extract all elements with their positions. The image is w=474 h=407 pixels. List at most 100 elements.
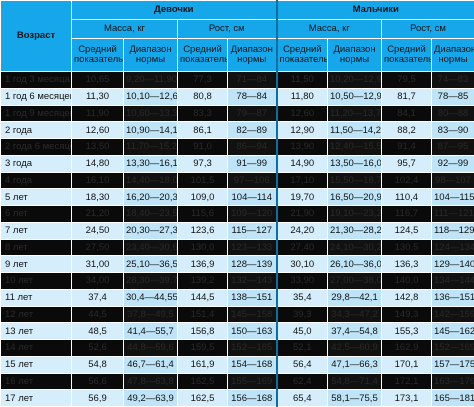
boys-height-avg-header: Средний показатель	[382, 39, 432, 72]
boys-mass-range-cell: 21,30—28,20	[328, 222, 382, 239]
boys-mass-avg-cell: 11,50	[277, 72, 328, 89]
boys-mass-avg-cell: 45,0	[277, 323, 328, 340]
boys-height-avg-cell: 110,4	[382, 189, 432, 206]
girls-mass-range-cell: 16,20—20,30	[124, 189, 178, 206]
boys-height-avg-cell: 172,1	[382, 373, 432, 390]
girls-mass-avg-cell: 27,50	[72, 239, 124, 256]
boys-mass-avg-cell: 13,90	[277, 139, 328, 156]
boys-height-avg-cell: 95,7	[382, 155, 432, 172]
age-column-header: Возраст	[1, 1, 72, 72]
boys-height-range-cell: 157—175	[432, 356, 474, 373]
girls-height-range-cell: 78—84	[228, 88, 277, 105]
girls-mass-avg-cell: 18,30	[72, 189, 124, 206]
boys-height-avg-cell: 136,3	[382, 256, 432, 273]
age-cell: 1 год 6 месяцев	[1, 88, 72, 105]
boys-height-avg-cell: 130,5	[382, 239, 432, 256]
girls-height-avg-cell: 144,5	[178, 289, 228, 306]
boys-height-avg-cell: 88,2	[382, 122, 432, 139]
girls-height-range-cell: 145—158	[228, 306, 277, 323]
boys-mass-range-cell: 24,10—30,20	[328, 239, 382, 256]
girls-mass-avg-cell: 21,20	[72, 206, 124, 223]
boys-mass-range-cell: 26,10—36,00	[328, 256, 382, 273]
boys-mass-avg-cell: 12,60	[277, 105, 328, 122]
boys-height-range-cell: 104—115	[432, 189, 474, 206]
girls-height-range-cell: 104—114	[228, 189, 277, 206]
girls-mass-range-cell: 9,20—11,90	[124, 72, 178, 89]
boys-mass-avg-cell: 24,20	[277, 222, 328, 239]
boys-mass-range-cell: 11,20—13,70	[328, 105, 382, 122]
boys-mass-avg-cell: 62,4	[277, 373, 328, 390]
boys-height-avg-cell: 81,7	[382, 88, 432, 105]
girls-height-range-cell: 91—99	[228, 155, 277, 172]
age-cell: 7 лет	[1, 222, 72, 239]
boys-mass-avg-cell: 14,90	[277, 155, 328, 172]
girls-mass-range-cell: 20,30—27,30	[124, 222, 178, 239]
girls-height-avg-cell: 97,3	[178, 155, 228, 172]
boys-height-avg-cell: 116,7	[382, 206, 432, 223]
boys-height-header: Рост, см	[382, 20, 474, 39]
boys-mass-range-cell: 16,50—20,90	[328, 189, 382, 206]
girls-height-header: Рост, см	[178, 20, 277, 39]
girls-mass-range-cell: 23,40—30,60	[124, 239, 178, 256]
boys-height-range-cell: 98—107	[432, 172, 474, 189]
boys-height-range-cell: 145—162	[432, 323, 474, 340]
boys-height-avg-cell: 91,4	[382, 139, 432, 156]
girls-mass-range-cell: 10,10—12,60	[124, 88, 178, 105]
girls-height-avg-cell: 161,9	[178, 356, 228, 373]
girls-height-avg-cell: 139,2	[178, 273, 228, 290]
girls-height-avg-cell: 136,9	[178, 256, 228, 273]
girls-height-avg-cell: 156,8	[178, 323, 228, 340]
age-cell: 2 года 6 месяцев	[1, 139, 72, 156]
boys-mass-avg-cell: 52,1	[277, 340, 328, 357]
boys-height-avg-cell: 173,1	[382, 390, 432, 407]
boys-mass-range-cell: 11,50—14,20	[328, 122, 382, 139]
age-cell: 16 лет	[1, 373, 72, 390]
boys-height-range-cell: 165—181	[432, 390, 474, 407]
boys-height-range-header: Диапазон нормы	[432, 39, 474, 72]
girls-mass-range-cell: 49,2—63,9	[124, 390, 178, 407]
girls-mass-avg-cell: 44,5	[72, 306, 124, 323]
girls-mass-range-cell: 10,60—13,30	[124, 105, 178, 122]
boys-height-range-cell: 134—144	[432, 273, 474, 290]
girls-height-avg-cell: 109,0	[178, 189, 228, 206]
boys-height-range-cell: 152—169	[432, 340, 474, 357]
boys-height-range-cell: 80—88	[432, 105, 474, 122]
girls-height-avg-cell: 83,3	[178, 105, 228, 122]
boys-height-range-cell: 83—90	[432, 122, 474, 139]
age-cell: 15 лет	[1, 356, 72, 373]
girls-group-header: Девочки	[72, 1, 277, 20]
girls-height-avg-cell: 115,6	[178, 206, 228, 223]
boys-height-avg-cell: 155,3	[382, 323, 432, 340]
girls-height-range-cell: 128—139	[228, 256, 277, 273]
girls-mass-avg-cell: 16,10	[72, 172, 124, 189]
boys-height-range-cell: 111—121	[432, 206, 474, 223]
girls-height-range-cell: 155—169	[228, 373, 277, 390]
boys-mass-range-cell: 47,1—66,3	[328, 356, 382, 373]
girls-mass-range-cell: 18,40—23,50	[124, 206, 178, 223]
girls-height-range-cell: 115—127	[228, 222, 277, 239]
age-cell: 2 года	[1, 122, 72, 139]
age-cell: 6 лет	[1, 206, 72, 223]
age-cell: 17 лет	[1, 390, 72, 407]
boys-height-avg-cell: 162,9	[382, 340, 432, 357]
girls-height-avg-cell: 162,5	[178, 390, 228, 407]
boys-mass-range-cell: 34,3—47,2	[328, 306, 382, 323]
girls-height-avg-cell: 159,5	[178, 340, 228, 357]
girls-mass-range-cell: 25,10—36,50	[124, 256, 178, 273]
boys-mass-range-cell: 15,50—18,70	[328, 172, 382, 189]
boys-height-range-cell: 124—134	[432, 239, 474, 256]
girls-mass-avg-header: Средний показатель	[72, 39, 124, 72]
boys-height-avg-cell: 170,1	[382, 356, 432, 373]
girls-mass-avg-cell: 48,5	[72, 323, 124, 340]
girls-mass-avg-cell: 11,30	[72, 88, 124, 105]
girls-mass-avg-cell: 37,4	[72, 289, 124, 306]
